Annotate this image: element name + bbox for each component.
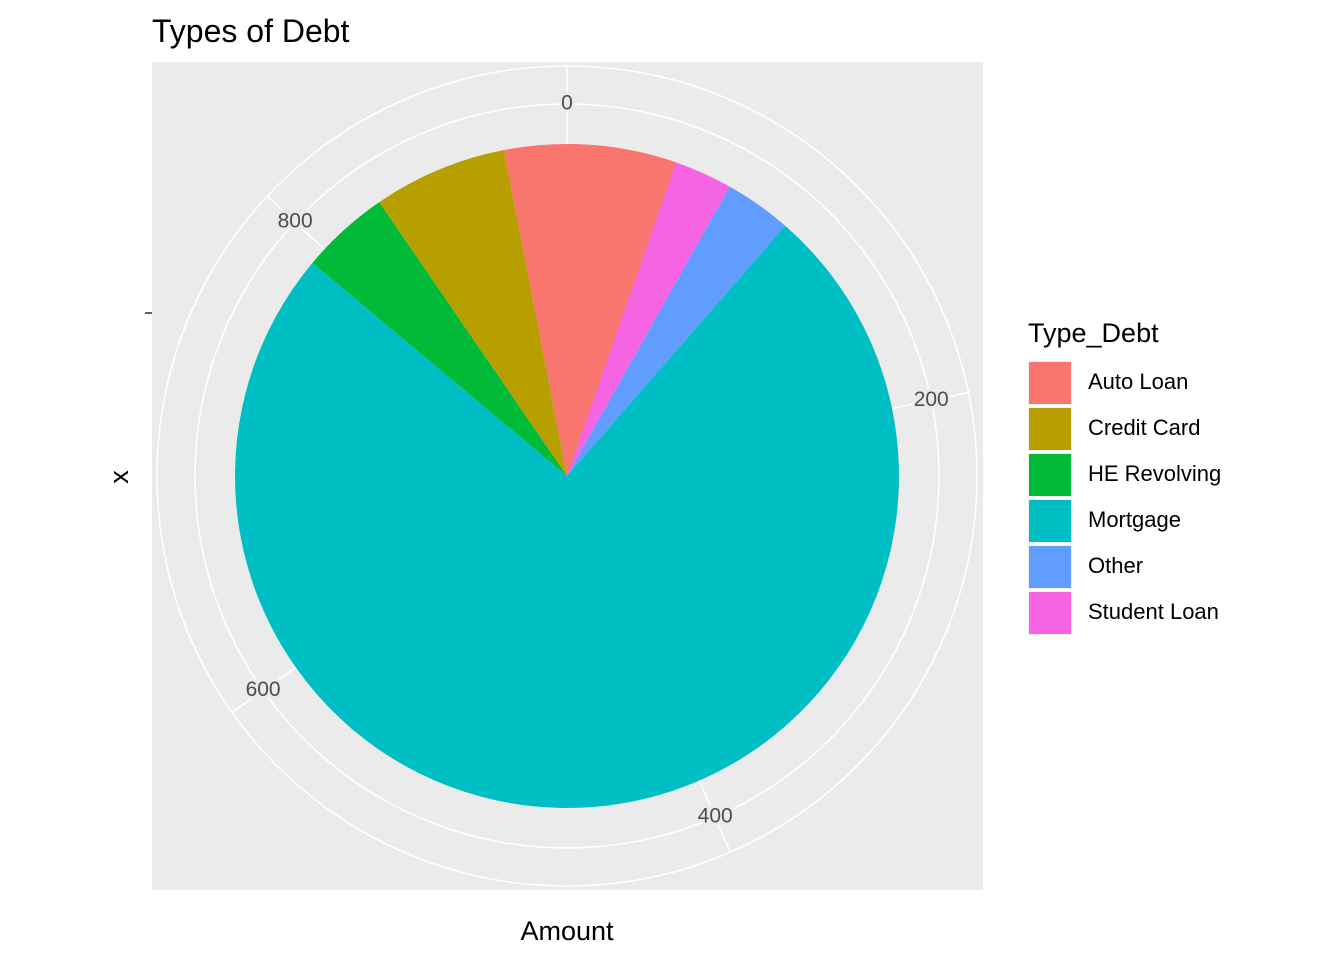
x-axis-title: Amount bbox=[520, 916, 614, 946]
legend-swatch bbox=[1029, 592, 1071, 634]
grid-spoke bbox=[266, 195, 327, 252]
angle-tick-label: 400 bbox=[698, 805, 733, 828]
legend-label: Student Loan bbox=[1088, 599, 1219, 624]
pie-slice-credit-card bbox=[379, 150, 567, 476]
legend-item: Auto Loan bbox=[1028, 361, 1188, 405]
grid-spoke bbox=[697, 778, 732, 853]
legend-label: Auto Loan bbox=[1088, 369, 1188, 394]
legend-item: HE Revolving bbox=[1028, 453, 1221, 497]
legend-label: Credit Card bbox=[1088, 415, 1200, 440]
pie-slice-other bbox=[567, 186, 786, 477]
legend-label: Mortgage bbox=[1088, 507, 1181, 532]
tick-layer: 0 200 400 600 800 bbox=[243, 89, 952, 831]
legend-swatch bbox=[1029, 362, 1071, 404]
legend-item: Other bbox=[1028, 545, 1143, 589]
legend-label: HE Revolving bbox=[1088, 461, 1221, 486]
angle-tick-label: 0 bbox=[561, 92, 573, 115]
legend-label: Other bbox=[1088, 553, 1143, 578]
pie-slice-auto-loan bbox=[503, 144, 677, 476]
legend-swatch bbox=[1029, 408, 1071, 450]
grid-spoke bbox=[889, 391, 969, 410]
pie-slice-mortgage bbox=[234, 225, 899, 808]
y-axis-title: x bbox=[104, 470, 134, 484]
legend-title: Type_Debt bbox=[1028, 318, 1159, 348]
slice-layer bbox=[234, 144, 899, 808]
angle-tick-label: 600 bbox=[246, 678, 281, 701]
legend: Auto Loan Credit Card HE Revolving Mortgage… bbox=[1028, 361, 1221, 635]
grid-spoke bbox=[231, 665, 298, 714]
legend-item: Credit Card bbox=[1028, 407, 1200, 451]
angle-tick-label: 200 bbox=[914, 388, 949, 411]
chart-title: Types of Debt bbox=[152, 13, 350, 49]
legend-swatch bbox=[1029, 546, 1071, 588]
grid-layer bbox=[156, 65, 978, 887]
legend-item: Mortgage bbox=[1028, 499, 1181, 543]
legend-item: Student Loan bbox=[1028, 591, 1219, 635]
legend-swatch bbox=[1029, 500, 1071, 542]
angle-tick-label: 800 bbox=[278, 210, 313, 233]
legend-swatch bbox=[1029, 454, 1071, 496]
pie-slice-he-revolving bbox=[312, 202, 567, 476]
